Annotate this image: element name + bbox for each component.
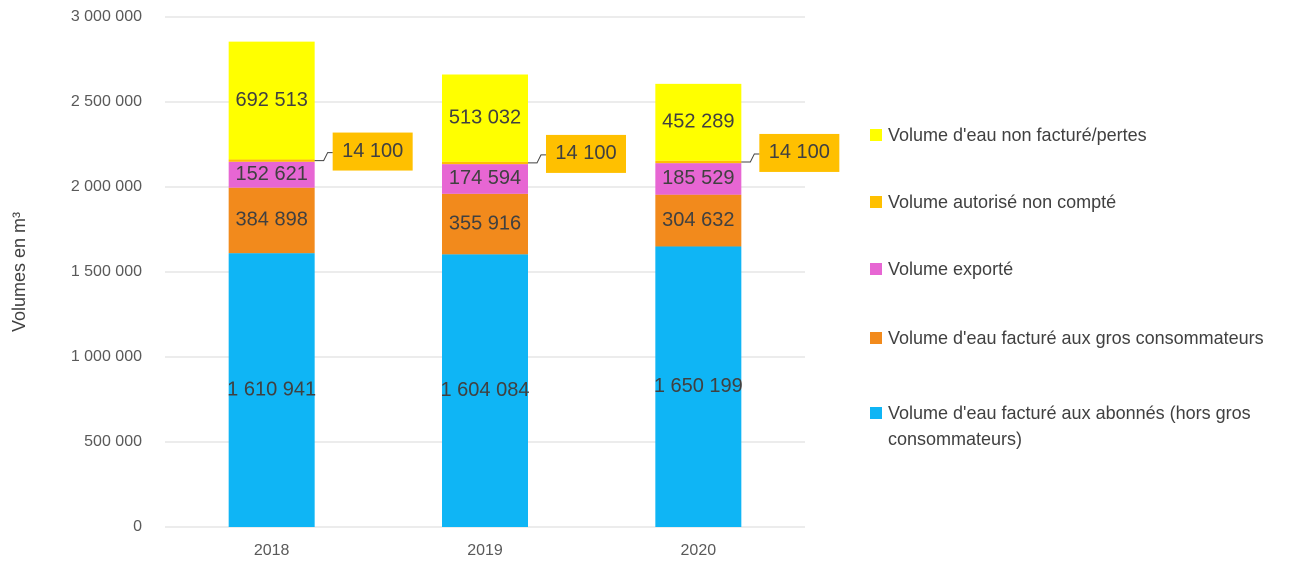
bar-segment: [442, 193, 528, 255]
legend-item: Volume d'eau facturé aux gros consommate…: [870, 325, 1290, 351]
y-tick-label: 500 000: [84, 433, 142, 450]
data-label: 185 529: [662, 167, 734, 189]
data-label: 304 632: [662, 209, 734, 231]
data-label: 14 100: [555, 142, 616, 164]
x-tick-label: 2019: [467, 542, 503, 559]
x-tick-label: 2020: [681, 542, 717, 559]
legend-label: Volume d'eau facturé aux gros consommate…: [888, 328, 1264, 348]
legend-label: Volume exporté: [888, 259, 1014, 279]
leader-line: [528, 154, 546, 164]
y-tick-label: 1 500 000: [71, 263, 142, 280]
bar-segment: [228, 187, 315, 254]
legend-label: Volume d'eau facturé aux abonnés (hors g…: [888, 403, 1251, 449]
y-tick-label: 0: [133, 518, 142, 535]
data-label: 14 100: [769, 141, 830, 163]
bar-segment: [655, 83, 742, 161]
data-label: 174 594: [449, 167, 521, 189]
data-label: 1 650 199: [654, 375, 743, 397]
leader-line: [314, 152, 333, 162]
leader-line: [741, 153, 760, 163]
data-label: 355 916: [449, 212, 521, 234]
legend-swatch: [870, 332, 882, 344]
callout-box: [332, 132, 413, 171]
bar-segment: [228, 253, 315, 528]
callout-box: [759, 133, 840, 172]
data-label: 14 100: [342, 140, 403, 162]
legend-item: Volume autorisé non compté: [870, 189, 1290, 215]
data-label: 1 610 941: [227, 378, 316, 400]
legend-swatch: [870, 129, 882, 141]
bar-segment: [655, 194, 742, 247]
legend-label: Volume autorisé non compté: [888, 192, 1117, 212]
bar-segment: [228, 159, 315, 162]
callout-box: [546, 134, 626, 173]
y-tick-label: 2 500 000: [71, 93, 142, 110]
bar-segment: [655, 160, 742, 164]
x-tick-label: 2018: [254, 542, 290, 559]
legend-item: Volume exporté: [870, 256, 1290, 282]
bar-segment: [442, 74, 528, 162]
legend-item: Volume d'eau facturé aux abonnés (hors g…: [870, 400, 1290, 452]
legend-item: Volume d'eau non facturé/pertes: [870, 122, 1290, 148]
legend-swatch: [870, 407, 882, 419]
y-tick-label: 3 000 000: [71, 8, 142, 25]
legend-label: Volume d'eau non facturé/pertes: [888, 125, 1147, 145]
data-label: 692 513: [236, 89, 308, 111]
bar-segment: [442, 161, 528, 165]
bar-segment: [442, 254, 528, 527]
data-label: 452 289: [662, 111, 734, 133]
y-tick-label: 2 000 000: [71, 178, 142, 195]
y-axis-label: Volumes en m³: [9, 212, 29, 332]
legend-swatch: [870, 263, 882, 275]
data-label: 384 898: [236, 209, 308, 231]
data-label: 152 621: [236, 163, 308, 185]
data-label: 1 604 084: [441, 379, 530, 401]
data-label: 513 032: [449, 106, 521, 128]
bar-segment: [655, 246, 742, 527]
y-tick-label: 1 000 000: [71, 348, 142, 365]
legend-swatch: [870, 196, 882, 208]
bar-segment: [228, 41, 315, 160]
bar-segment: [655, 163, 742, 195]
bar-segment: [228, 161, 315, 188]
bar-segment: [442, 164, 528, 194]
